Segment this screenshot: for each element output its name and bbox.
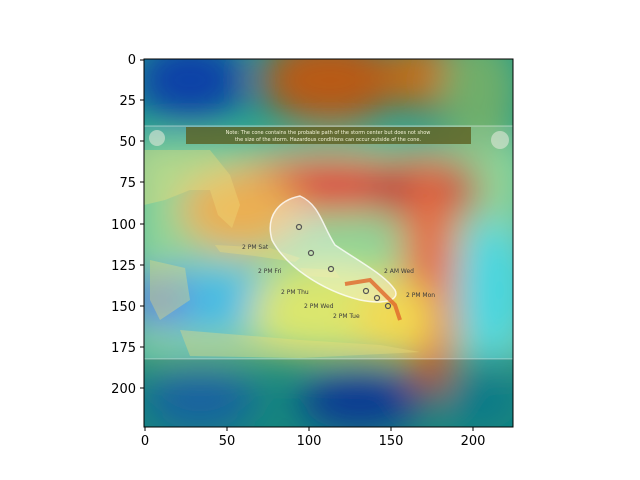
x-tick-0: 0 — [141, 434, 149, 449]
heatmap-blobs — [144, 59, 513, 427]
nws-logo — [491, 131, 509, 149]
label-2pm-tue: 2 PM Tue — [333, 313, 360, 320]
note-line-1: Note: The cone contains the probable pat… — [226, 130, 431, 136]
y-tick-25: 25 — [119, 94, 136, 109]
y-tick-50: 50 — [119, 135, 136, 150]
plot-area: Note: The cone contains the probable pat… — [144, 59, 513, 427]
noaa-logo — [149, 130, 165, 146]
forecast-cone — [269, 195, 397, 303]
x-tick-200: 200 — [461, 434, 486, 449]
x-tick-labels: 0 50 100 150 200 — [141, 434, 486, 449]
past-track — [344, 277, 402, 321]
y-tick-125: 125 — [111, 259, 136, 274]
label-2pm-wed: 2 PM Wed — [304, 303, 334, 310]
track-points — [295, 223, 392, 310]
land-shapes — [144, 150, 420, 358]
label-2pm-fri: 2 PM Fri — [258, 268, 282, 275]
y-tick-175: 175 — [111, 341, 136, 356]
x-tick-50: 50 — [219, 434, 236, 449]
y-tick-200: 200 — [111, 382, 136, 397]
y-tick-150: 150 — [111, 300, 136, 315]
x-ticks — [144, 427, 474, 431]
x-tick-100: 100 — [297, 434, 322, 449]
y-tick-75: 75 — [119, 176, 136, 191]
note-banner — [186, 127, 471, 144]
map-panel — [144, 126, 513, 359]
y-tick-labels: 0 25 50 75 100 125 150 175 200 — [111, 53, 136, 397]
axes-frame — [143, 58, 514, 428]
label-2am-wed: 2 AM Wed — [384, 268, 414, 275]
label-2pm-sat: 2 PM Sat — [242, 244, 269, 251]
x-tick-150: 150 — [379, 434, 404, 449]
note-line-2: the size of the storm. Hazardous conditi… — [235, 137, 422, 143]
y-tick-0: 0 — [128, 53, 136, 68]
label-2pm-thu: 2 PM Thu — [281, 289, 309, 296]
label-2pm-mon: 2 PM Mon — [406, 292, 435, 299]
y-tick-100: 100 — [111, 218, 136, 233]
y-ticks — [140, 59, 144, 389]
